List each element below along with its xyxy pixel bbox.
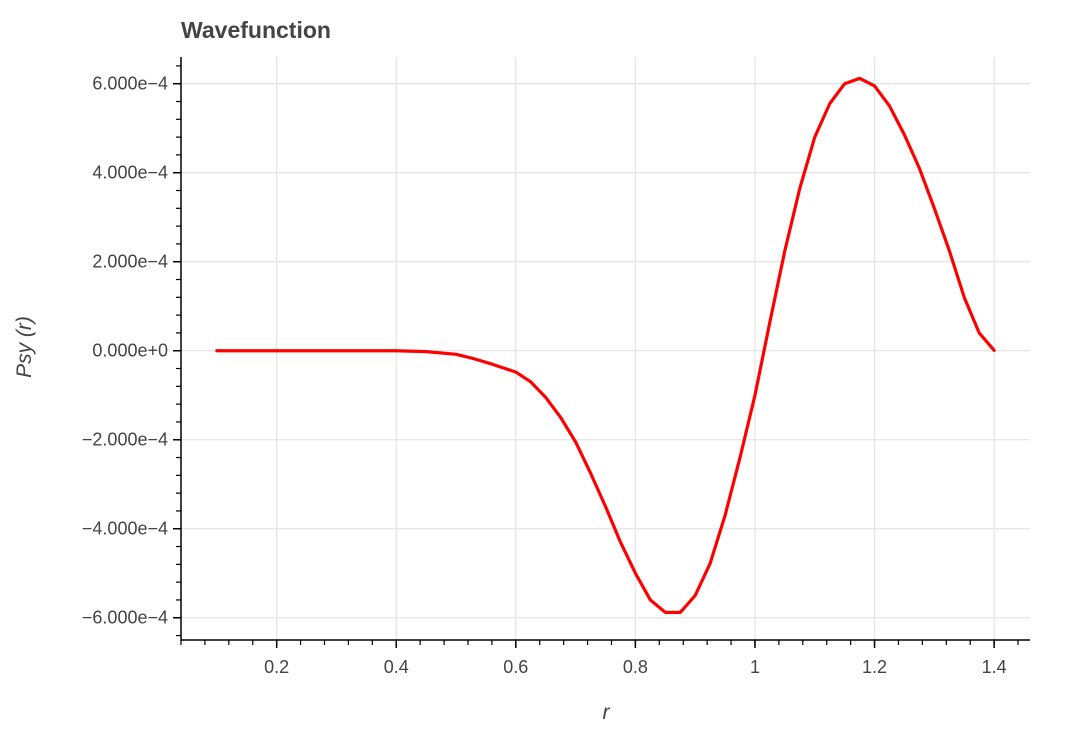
grid-lines: [181, 57, 1030, 640]
y-tick-label: 2.000e−4: [92, 252, 168, 272]
y-axis-label: Psy (r): [13, 316, 36, 378]
x-tick-label: 0.6: [503, 657, 528, 677]
y-tick-label: 6.000e−4: [92, 74, 168, 94]
x-axis-label: r: [603, 701, 611, 724]
x-tick-label: 1.4: [982, 657, 1007, 677]
tick-labels: 0.2 0.4 0.6 0.8 1 1.2 1.4 6.000e−4 4.000e−4 2.000…: [82, 74, 1007, 677]
y-tick-label: 4.000e−4: [92, 163, 168, 183]
y-tick-label: −2.000e−4: [82, 430, 168, 450]
y-tick-label: −4.000e−4: [82, 519, 168, 539]
y-tick-label: −6.000e−4: [82, 608, 168, 628]
y-tick-label: 0.000e+0: [92, 341, 168, 361]
x-tick-label: 1.2: [862, 657, 887, 677]
wavefunction-series-line: [215, 76, 996, 615]
chart-title: Wavefunction: [181, 17, 331, 43]
x-tick-label: 0.2: [264, 657, 289, 677]
axes: [173, 57, 1030, 648]
x-tick-label: 0.4: [384, 657, 409, 677]
series-layer: [215, 76, 996, 615]
x-tick-label: 0.8: [623, 657, 648, 677]
x-tick-label: 1: [750, 657, 760, 677]
